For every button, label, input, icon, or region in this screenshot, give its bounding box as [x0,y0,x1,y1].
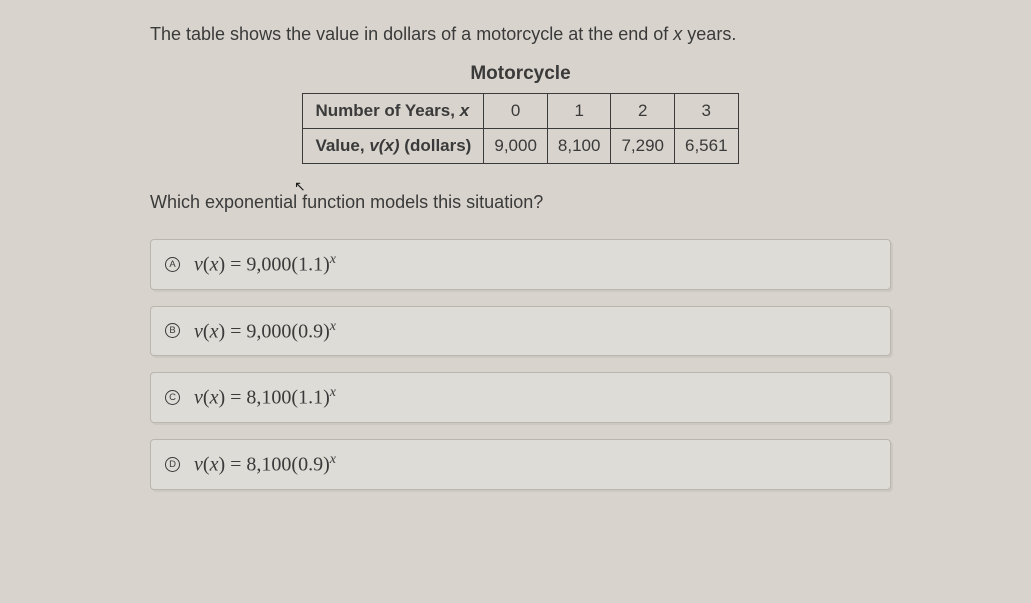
row1-label-var: x [460,101,469,120]
table-row: Number of Years, x 0 1 2 3 [303,94,738,129]
choice-letter: A [165,257,180,272]
row2-label-post: (dollars) [400,136,472,155]
value-table: Number of Years, x 0 1 2 3 Value, v(x) (… [302,93,738,164]
question-text: ↖ Which exponential function models this… [150,192,891,213]
choice-letter: B [165,323,180,338]
fn-base: (1.1) [291,254,329,276]
row1-cell: 1 [547,94,611,129]
fn-eq: = [225,254,246,276]
fn-name: v [194,387,203,409]
fn-paren: ( [203,320,210,342]
row2-label-pre: Value, [315,136,369,155]
fn-base: (0.9) [291,320,329,342]
choice-formula: v(x) = 8,100(1.1)x [194,385,336,410]
choice-formula: v(x) = 9,000(0.9)x [194,319,336,344]
row1-cell: 3 [675,94,739,129]
choice-formula: v(x) = 8,100(0.9)x [194,452,336,477]
choice-a[interactable]: A v(x) = 9,000(1.1)x [150,239,891,290]
fn-coef: 8,100 [246,454,291,476]
fn-coef: 9,000 [246,320,291,342]
prompt-var: x [673,24,682,44]
row1-cell: 0 [484,94,548,129]
row2-header: Value, v(x) (dollars) [303,129,484,164]
fn-exp: x [330,252,336,267]
row1-cell: 2 [611,94,675,129]
row1-header: Number of Years, x [303,94,484,129]
row2-cell: 6,561 [675,129,739,164]
row2-cell: 8,100 [547,129,611,164]
fn-eq: = [225,320,246,342]
cursor-icon: ↖ [294,178,306,195]
prompt-text: The table shows the value in dollars of … [150,24,891,45]
fn-base: (1.1) [291,387,329,409]
table-wrap: Number of Years, x 0 1 2 3 Value, v(x) (… [150,93,891,164]
question-container: The table shows the value in dollars of … [0,0,1031,530]
fn-exp: x [330,452,336,467]
fn-paren: ( [203,254,210,276]
fn-base: (0.9) [291,454,329,476]
fn-coef: 8,100 [246,387,291,409]
row2-cell: 9,000 [484,129,548,164]
choice-formula: v(x) = 9,000(1.1)x [194,252,336,277]
fn-name: v [194,254,203,276]
choice-letter: C [165,390,180,405]
fn-exp: x [330,385,336,400]
fn-coef: 9,000 [246,254,291,276]
fn-eq: = [225,387,246,409]
choice-c[interactable]: C v(x) = 8,100(1.1)x [150,372,891,423]
fn-paren: ( [203,454,210,476]
row2-cell: 7,290 [611,129,675,164]
table-row: Value, v(x) (dollars) 9,000 8,100 7,290 … [303,129,738,164]
fn-exp: x [330,319,336,334]
choice-d[interactable]: D v(x) = 8,100(0.9)x [150,439,891,490]
choice-letter: D [165,457,180,472]
fn-paren: ( [203,387,210,409]
row2-label-func: v(x) [369,136,399,155]
row1-label-pre: Number of Years, [315,101,459,120]
table-title: Motorcycle [150,63,891,85]
prompt-pre: The table shows the value in dollars of … [150,24,673,44]
fn-eq: = [225,454,246,476]
question-label: Which exponential function models this s… [150,192,543,212]
fn-name: v [194,454,203,476]
choice-b[interactable]: B v(x) = 9,000(0.9)x [150,306,891,357]
fn-name: v [194,320,203,342]
prompt-post: years. [682,24,736,44]
